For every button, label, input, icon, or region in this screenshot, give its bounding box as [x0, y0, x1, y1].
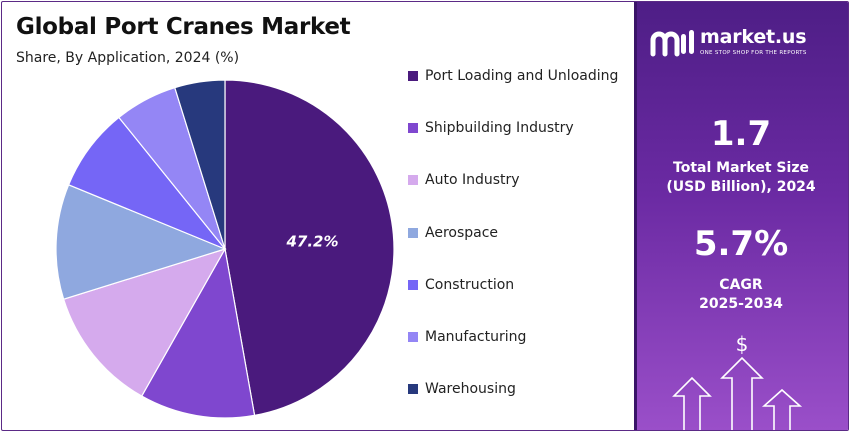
dollar-icon: $: [735, 332, 749, 356]
pie-slice-port-loading-and-unloading: [224, 79, 395, 417]
legend-item: Warehousing: [408, 379, 516, 399]
legend-item: Aerospace: [408, 223, 498, 243]
brand-logo: market.us ONE STOP SHOP FOR THE REPORTS: [650, 26, 840, 66]
legend-swatch: [408, 123, 418, 134]
pie-slice-shipbuilding-industry: [140, 247, 256, 419]
legend-swatch: [408, 384, 418, 395]
market-size-value: 1.7: [710, 114, 772, 154]
legend-item: Construction: [408, 275, 514, 295]
market-us-logo-icon: [650, 30, 694, 57]
cagr-value: 5.7%: [693, 224, 789, 264]
cagr-period: 2025-2034: [699, 296, 783, 312]
page-title: Global Port Cranes Market: [16, 14, 351, 40]
growth-arrows-icon: [672, 356, 803, 430]
cagr-label: CAGR: [719, 277, 763, 293]
legend-label: Construction: [425, 276, 515, 293]
brand-tagline: ONE STOP SHOP FOR THE REPORTS: [700, 50, 807, 56]
pie-slice-warehousing: [174, 79, 226, 250]
market-size-label-line2: (USD Billion), 2024: [666, 179, 816, 195]
legend-item: Manufacturing: [408, 327, 526, 347]
legend-swatch: [408, 227, 418, 238]
sidebar-divider: [634, 2, 637, 430]
data-label: 47.2%: [285, 232, 338, 250]
legend-label: Warehousing: [425, 381, 516, 398]
legend-item: Auto Industry: [408, 170, 520, 190]
legend-label: Auto Industry: [425, 172, 520, 189]
legend-label: Aerospace: [425, 224, 499, 241]
legend-swatch: [408, 332, 418, 342]
legend-label: Port Loading and Unloading: [425, 68, 619, 84]
pie-slice-auto-industry: [62, 247, 227, 397]
legend-swatch: [408, 71, 418, 81]
legend-item: Port Loading and Unloading: [408, 66, 618, 86]
pie-chart: 47.2%: [55, 79, 395, 419]
legend-label: Shipbuilding Industry: [425, 120, 574, 137]
stats-sidebar: market.us ONE STOP SHOP FOR THE REPORTS …: [634, 2, 848, 430]
legend-label: Manufacturing: [425, 329, 527, 345]
legend-item: Shipbuilding Industry: [408, 118, 574, 138]
market-size-label-line1: Total Market Size: [673, 160, 809, 176]
legend-swatch: [408, 175, 418, 186]
brand-name: market.us: [700, 26, 807, 48]
chart-subtitle: Share, By Application, 2024 (%): [16, 50, 240, 66]
pie-slice-aerospace: [55, 184, 227, 300]
legend-swatch: [408, 279, 418, 290]
